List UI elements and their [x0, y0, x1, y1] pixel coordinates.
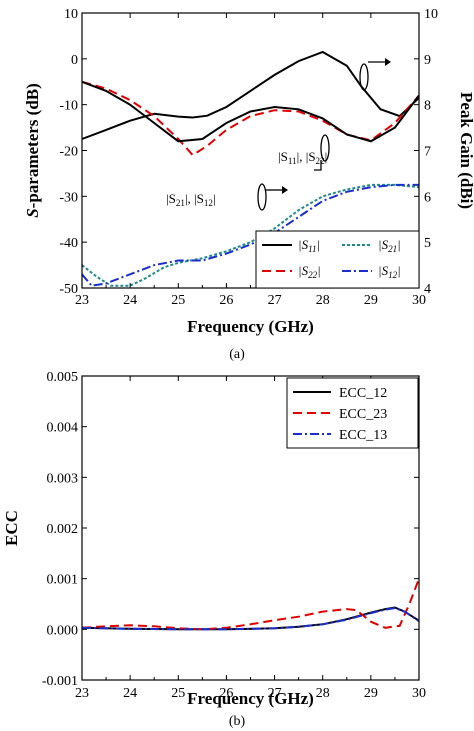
- y-tick-label-b: 0.005: [47, 370, 79, 385]
- series-a-s11: [81, 50, 420, 140]
- x-tick-label-a: 24: [123, 293, 137, 308]
- y-axis-label-a: S-parameters (dB): [23, 83, 42, 218]
- x-tick-label-b: 24: [123, 686, 137, 701]
- legend-label-b: ECC_12: [339, 386, 387, 401]
- legend-label-b: ECC_13: [339, 428, 387, 443]
- arrow-s21-head: [282, 186, 288, 194]
- y-tick-label-b: 0.001: [47, 573, 79, 588]
- y-tick-label-b: 0.003: [47, 471, 79, 486]
- y2-tick-label-a: 8: [424, 99, 431, 114]
- annotation-s11-s22: |S11|, |S22|: [278, 149, 327, 166]
- x-tick-label-a: 25: [171, 293, 185, 308]
- y-tick-label-a: -20: [59, 145, 78, 160]
- marker-ellipse-s11: [320, 134, 330, 162]
- arrow-gain-head: [385, 58, 391, 66]
- x-axis-label-a: Frequency (GHz): [187, 317, 314, 336]
- y-tick-label-b: -0.001: [42, 674, 78, 689]
- x-tick-label-b: 29: [364, 686, 378, 701]
- y-tick-label-b: 0.004: [47, 421, 79, 436]
- legend-label-b: ECC_23: [339, 407, 387, 422]
- x-tick-label-b: 23: [75, 686, 89, 701]
- x-tick-label-b: 30: [412, 686, 426, 701]
- legend-label-a: |S21|: [378, 237, 401, 254]
- y-tick-label-b: 0.000: [47, 623, 79, 638]
- arrow-s11-line: [314, 160, 322, 171]
- marker-ellipse-s21: [257, 183, 267, 211]
- marker-ellipse-gain: [359, 63, 369, 91]
- chart-b: 23 24 25 26 27 28 29 30 -0.001 0.000 0.001 0.002 0.0…: [2, 370, 426, 729]
- x-tick-label-b: 27: [268, 686, 282, 701]
- y2-tick-label-a: 10: [424, 7, 438, 22]
- y-tick-label-a: -40: [59, 236, 78, 251]
- legend-label-a: |S22|: [298, 263, 321, 280]
- y2-tick-label-a: 5: [424, 236, 431, 251]
- chart-a: 23 24 25 26 27 28 29 30 -50 -40 -30 -20 -10 0 10 4 5 6 7 8 9…: [23, 7, 474, 362]
- x-tick-label-a: 26: [219, 293, 233, 308]
- y2-tick-label-a: 9: [424, 53, 431, 68]
- legend-label-a: |S12|: [378, 263, 401, 280]
- series-b-ecc_13: [81, 607, 420, 631]
- panel-label-a: (a): [229, 347, 245, 362]
- x-tick-label-a: 30: [412, 293, 426, 308]
- y2-axis-label-a: Peak Gain (dBi): [457, 92, 474, 209]
- x-tick-label-b: 28: [316, 686, 330, 701]
- panel-label-b: (b): [229, 714, 246, 729]
- x-axis-label-b: Frequency (GHz): [187, 689, 314, 708]
- legend-a: [255, 230, 420, 289]
- x-tick-label-a: 27: [268, 293, 282, 308]
- x-tick-label-b: 26: [219, 686, 233, 701]
- y-axis-label-b: ECC: [2, 510, 21, 546]
- series-a-s22: [81, 80, 420, 157]
- x-tick-label-a: 23: [75, 293, 89, 308]
- x-tick-label-b: 25: [171, 686, 185, 701]
- y-tick-label-a: -50: [59, 282, 78, 297]
- y-tick-label-a: -30: [59, 190, 78, 205]
- y-tick-label-a: 10: [64, 7, 78, 22]
- series-a-s12: [81, 183, 419, 287]
- y-tick-label-a: -10: [59, 99, 78, 114]
- annotation-s21-s12: |S21|, |S12|: [166, 191, 216, 208]
- x-tick-label-a: 28: [316, 293, 330, 308]
- y-tick-label-a: 0: [71, 53, 78, 68]
- series-a-peakgain: [81, 80, 420, 143]
- y2-tick-label-a: 7: [424, 145, 431, 160]
- y2-tick-label-a: 4: [424, 282, 431, 297]
- y-tick-label-b: 0.002: [47, 522, 79, 537]
- series-a-s21: [81, 183, 420, 287]
- x-tick-label-a: 29: [364, 293, 378, 308]
- series-b-ecc_23: [81, 578, 420, 631]
- legend-label-a: |S11|: [298, 237, 320, 254]
- y2-tick-label-a: 6: [424, 190, 431, 205]
